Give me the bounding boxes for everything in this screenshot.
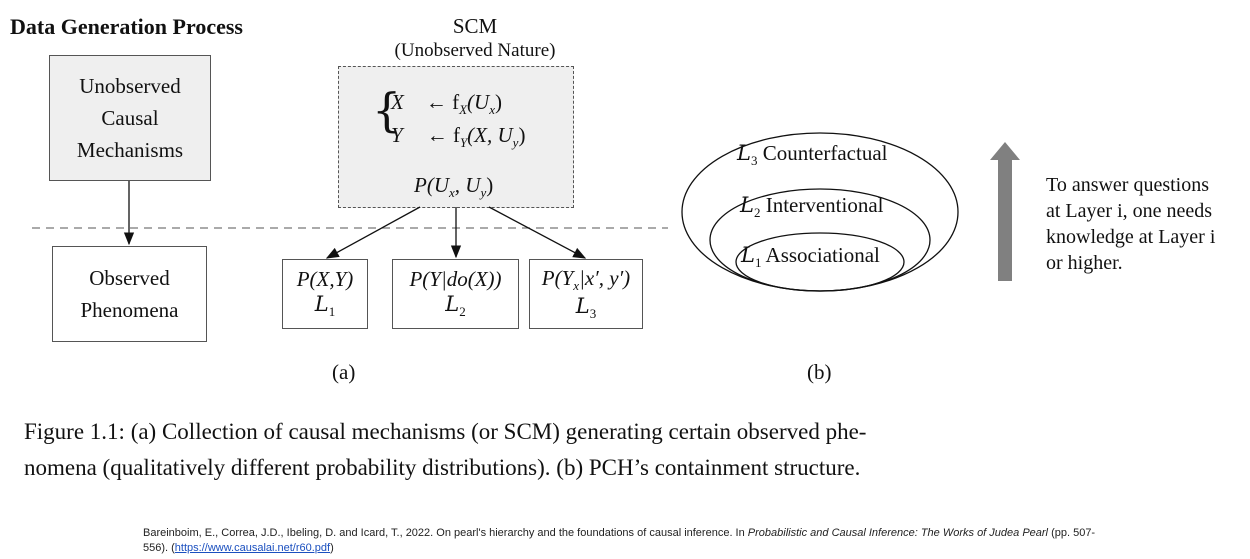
- scm-brace: {: [372, 83, 402, 137]
- figure-caption: Figure 1.1: (a) Collection of causal mec…: [24, 414, 1024, 486]
- citation: Bareinboim, E., Correa, J.D., Ibeling, D…: [143, 526, 1103, 556]
- layer-3-box: P(Yx|x′, y′) L3: [529, 259, 643, 329]
- eq-y-sub: Y: [459, 135, 468, 151]
- eq-x-lhs: X: [391, 90, 404, 114]
- diagram-connectors: [32, 132, 1020, 292]
- dist-sub-2: y: [480, 185, 487, 201]
- layer-3-expr: P(Yx|x′, y′): [542, 266, 630, 294]
- eq-y-arrow: ← f: [426, 123, 460, 147]
- hierarchy-note: To answer questions at Layer i, one need…: [1046, 172, 1246, 276]
- arrow-to-layer-1: [325, 206, 421, 259]
- panel-label-b: (b): [807, 360, 832, 384]
- note-line-1: To answer questions: [1046, 174, 1210, 196]
- citation-text-2: (pp. 507-556). (: [143, 527, 1096, 554]
- layer-2-letter: L: [445, 292, 460, 317]
- unobserved-line-2: Causal: [101, 106, 159, 130]
- layer-2-sub: 2: [459, 304, 466, 320]
- layer-3-expr-a: P(Y: [541, 265, 574, 290]
- pch-l2-letter: L: [740, 193, 754, 217]
- layer-2-expr: P(Y|do(X)): [409, 267, 502, 292]
- eq-y-arg: (X, U: [467, 123, 513, 147]
- diagram-title: Data Generation Process: [10, 14, 243, 39]
- layer-3-label: L3: [576, 294, 596, 322]
- eq-x-arg: (U: [467, 90, 490, 114]
- citation-text-3: ): [330, 542, 334, 554]
- layer-3-sub: 3: [589, 306, 597, 322]
- caption-line-2: nomena (qualitatively different probabil…: [24, 455, 861, 480]
- unobserved-mechanisms-box: Unobserved Causal Mechanisms: [49, 55, 211, 181]
- pch-l3-sub: 3: [750, 153, 758, 169]
- scm-subtitle: (Unobserved Nature): [394, 40, 556, 61]
- eq-y-lhs: Y: [391, 123, 403, 147]
- layer-1-expr: P(X,Y): [296, 267, 354, 292]
- note-line-3: knowledge at Layer i: [1046, 226, 1216, 248]
- observed-line-1: Observed: [89, 266, 170, 290]
- note-line-4: or higher.: [1046, 252, 1123, 274]
- layer-2-box: P(Y|do(X)) L2: [392, 259, 519, 329]
- layer-2-label: L2: [445, 292, 465, 320]
- layer-1-label: L1: [315, 292, 335, 320]
- pch-l2-sub: 2: [753, 205, 761, 221]
- pch-layer-1-label: L1 Associational: [741, 243, 880, 271]
- dist-mid: , U: [454, 173, 481, 197]
- pch-layer-2-label: L2 Interventional: [740, 193, 884, 221]
- unobserved-line-1: Unobserved: [79, 74, 181, 98]
- citation-book-title: Probabilistic and Causal Inference: The …: [747, 527, 1049, 539]
- citation-text-1: Bareinboim, E., Correa, J.D., Ibeling, D…: [143, 527, 748, 539]
- note-line-2: at Layer i, one needs: [1046, 200, 1213, 222]
- scm-title: SCM: [452, 14, 498, 38]
- pch-l1-letter: L: [741, 243, 755, 267]
- pch-l1-text: Associational: [765, 243, 880, 267]
- eq-x-arg-sub: x: [489, 102, 495, 118]
- dist-p: P(U: [414, 173, 449, 197]
- unobserved-line-3: Mechanisms: [76, 138, 184, 162]
- arrow-to-layer-3: [488, 206, 587, 259]
- eq-y-arg-sub: y: [512, 135, 519, 151]
- dist-sub-1: x: [449, 185, 455, 201]
- observed-line-2: Phenomena: [80, 298, 179, 322]
- eq-x-sub: X: [459, 102, 468, 118]
- layer-3-expr-sub: x: [573, 278, 580, 293]
- scm-distribution: P(Ux, Uy): [414, 173, 494, 201]
- caption-line-1: Figure 1.1: (a) Collection of causal mec…: [24, 419, 867, 444]
- layer-1-box: P(X,Y) L1: [282, 259, 368, 329]
- panel-label-a: (a): [332, 360, 356, 384]
- pch-layer-1-ellipse: [735, 232, 905, 292]
- observed-phenomena-box: Observed Phenomena: [52, 246, 207, 342]
- citation-link[interactable]: https://www.causalai.net/r60.pdf: [174, 542, 331, 554]
- pch-l3-letter: L: [737, 141, 751, 165]
- pch-l3-text: Counterfactual: [762, 141, 888, 165]
- scm-box: [338, 66, 574, 208]
- scm-equation-y: Y ← fY(X, Uy): [391, 123, 526, 151]
- pch-l2-text: Interventional: [765, 193, 884, 217]
- layer-1-letter: L: [314, 292, 329, 317]
- layer-1-sub: 1: [328, 304, 336, 320]
- eq-x-arrow: ← f: [425, 90, 460, 114]
- scm-equation-x: X ← fX(Ux): [391, 90, 502, 118]
- layer-3-expr-b: |x′, y′): [579, 265, 631, 290]
- layer-3-letter: L: [575, 294, 590, 318]
- pch-l1-sub: 1: [754, 255, 762, 271]
- pch-layer-3-label: L3 Counterfactual: [737, 141, 887, 169]
- hierarchy-up-arrow: [990, 142, 1020, 281]
